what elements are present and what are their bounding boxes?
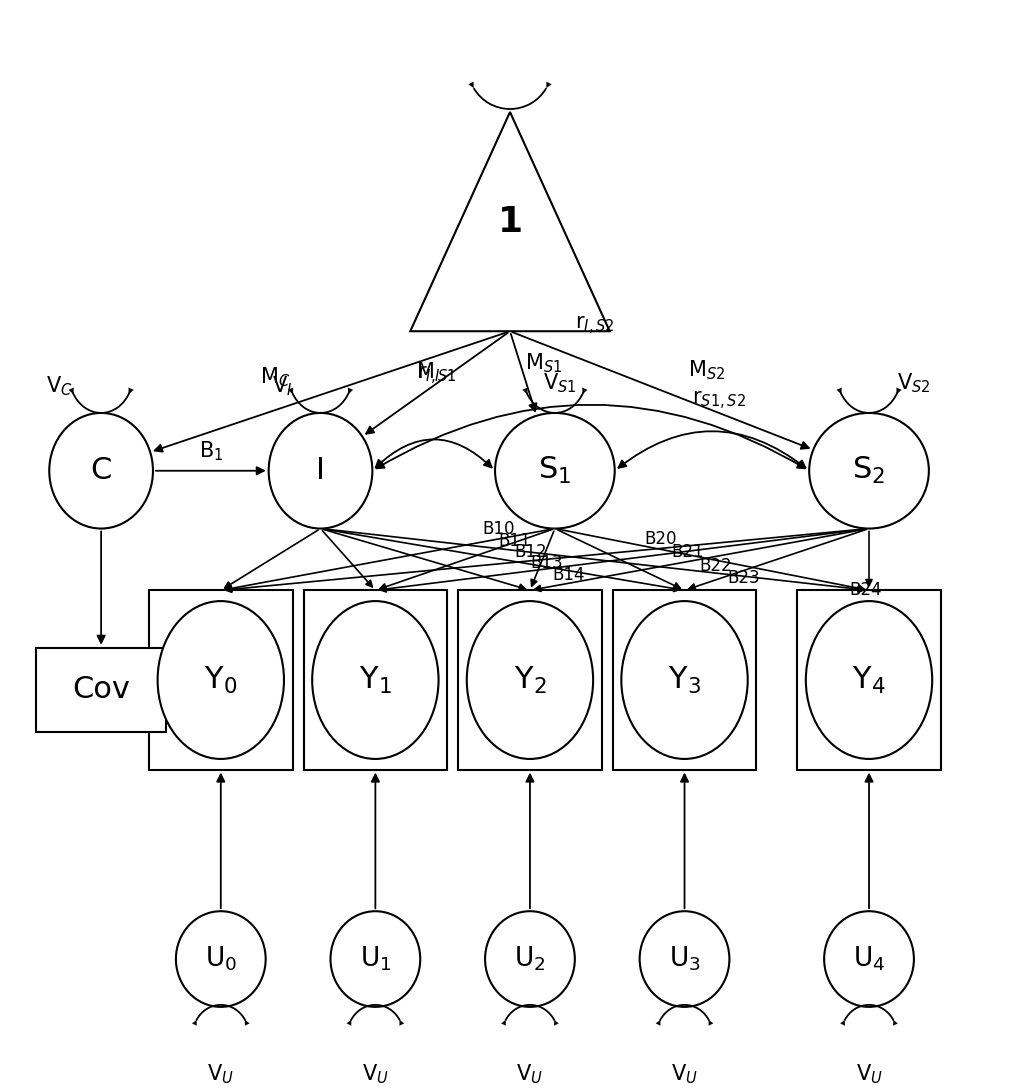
Text: S$_1$: S$_1$ (538, 455, 571, 487)
Text: I: I (316, 456, 325, 485)
Text: Y$_4$: Y$_4$ (852, 664, 884, 696)
Text: S$_2$: S$_2$ (852, 455, 884, 487)
Ellipse shape (158, 601, 283, 759)
Text: B21: B21 (671, 543, 703, 562)
Text: r$_{I,S2}$: r$_{I,S2}$ (575, 315, 614, 337)
Text: B11: B11 (497, 531, 530, 550)
Ellipse shape (494, 413, 614, 528)
Text: V$_I$: V$_I$ (272, 374, 292, 398)
Text: B12: B12 (514, 543, 546, 562)
Text: C: C (91, 456, 112, 485)
Ellipse shape (330, 911, 420, 1007)
Text: Y$_2$: Y$_2$ (514, 664, 546, 696)
Text: M$_C$: M$_C$ (260, 364, 290, 388)
Text: M$_{S2}$: M$_{S2}$ (687, 359, 725, 382)
Text: U$_3$: U$_3$ (668, 945, 700, 973)
Text: Y$_0$: Y$_0$ (204, 664, 237, 696)
Text: Y$_1$: Y$_1$ (359, 664, 391, 696)
Text: B20: B20 (644, 529, 677, 548)
Bar (612, 590, 755, 770)
Text: V$_U$: V$_U$ (516, 1063, 543, 1087)
Bar (304, 590, 446, 770)
Text: V$_U$: V$_U$ (671, 1063, 697, 1087)
Ellipse shape (485, 911, 575, 1007)
Bar (458, 590, 601, 770)
Text: U$_1$: U$_1$ (360, 945, 390, 973)
Text: U$_0$: U$_0$ (205, 945, 236, 973)
Text: B22: B22 (699, 558, 732, 575)
Text: U$_4$: U$_4$ (852, 945, 884, 973)
Ellipse shape (808, 413, 928, 528)
Text: V$_C$: V$_C$ (46, 374, 72, 398)
Text: M$_I$: M$_I$ (416, 360, 440, 384)
Text: Cov: Cov (72, 675, 130, 705)
Bar (149, 590, 292, 770)
Text: r$_{S1,S2}$: r$_{S1,S2}$ (692, 389, 746, 412)
Ellipse shape (175, 911, 265, 1007)
Text: 1: 1 (497, 205, 522, 239)
Text: V$_U$: V$_U$ (362, 1063, 388, 1087)
Ellipse shape (312, 601, 438, 759)
Bar (797, 590, 940, 770)
Ellipse shape (49, 413, 153, 528)
Ellipse shape (268, 413, 372, 528)
Text: B13: B13 (530, 554, 562, 573)
Ellipse shape (639, 911, 729, 1007)
Ellipse shape (805, 601, 931, 759)
Ellipse shape (621, 601, 747, 759)
Text: M$_{S1}$: M$_{S1}$ (524, 351, 561, 375)
Text: r$_{I,S1}$: r$_{I,S1}$ (417, 365, 457, 387)
Text: B14: B14 (551, 566, 584, 585)
Text: B10: B10 (482, 519, 514, 538)
Text: V$_U$: V$_U$ (855, 1063, 881, 1087)
Ellipse shape (823, 911, 913, 1007)
Ellipse shape (467, 601, 593, 759)
Text: B24: B24 (848, 582, 880, 599)
Bar (37, 648, 166, 732)
Text: B23: B23 (727, 570, 759, 587)
Polygon shape (410, 112, 609, 332)
Text: B$_1$: B$_1$ (199, 439, 223, 463)
Text: V$_U$: V$_U$ (207, 1063, 234, 1087)
Text: V$_{S1}$: V$_{S1}$ (542, 371, 576, 395)
Text: U$_2$: U$_2$ (514, 945, 545, 973)
Text: V$_{S2}$: V$_{S2}$ (896, 371, 929, 395)
Text: Y$_3$: Y$_3$ (667, 664, 700, 696)
